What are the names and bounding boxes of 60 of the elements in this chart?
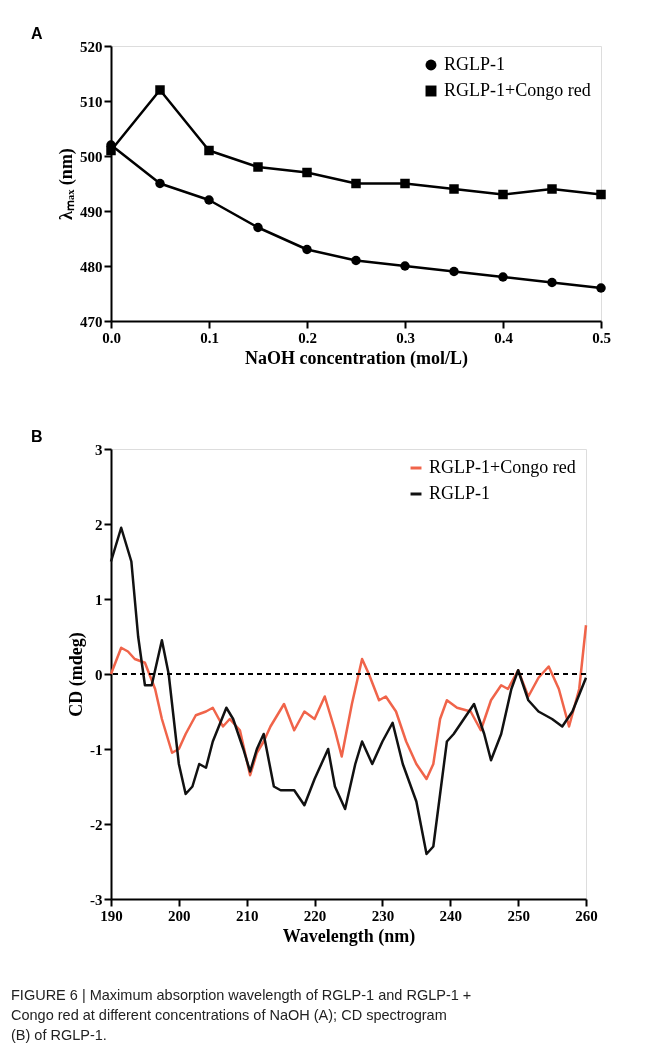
point	[498, 272, 508, 282]
x-tick-label: 0.5	[592, 329, 611, 346]
legend-label: RGLP-1	[429, 483, 491, 503]
point	[302, 244, 312, 255]
legend-label: RGLP-1+Congo red	[429, 457, 576, 477]
x-tick-label: 250	[507, 907, 530, 924]
point	[204, 195, 214, 205]
x-tick-label: 0.2	[298, 329, 317, 346]
y-tick-label: 1	[95, 591, 103, 608]
point	[449, 184, 459, 194]
text: B	[31, 428, 43, 445]
x-tick-label: 0.1	[200, 329, 219, 346]
point	[498, 189, 508, 200]
x-tick-label: 240	[439, 907, 463, 924]
point	[547, 277, 557, 288]
y-tick-label: 0	[95, 666, 103, 683]
x-tick-label: 210	[235, 907, 259, 924]
x-tick-label: 200	[168, 907, 191, 924]
point	[596, 189, 606, 200]
x-axis-title: Wavelength (nm)	[282, 925, 416, 947]
y-tick-label: -3	[90, 891, 103, 908]
x-tick-label: 0.3	[396, 329, 415, 346]
point	[253, 222, 263, 233]
y-tick-label: 2	[95, 516, 103, 533]
point	[302, 167, 312, 178]
y-axis-title: λₘₐₓ (nm)	[56, 148, 77, 220]
x-tick-label: 0.4	[494, 329, 514, 346]
x-tick-label: 190	[100, 907, 123, 924]
y-axis-title: CD (mdeg)	[66, 632, 87, 717]
y-tick-label: 490	[80, 203, 103, 220]
point	[106, 145, 116, 156]
point	[596, 283, 606, 293]
point	[253, 162, 263, 172]
caption: FIGURE 6 | Maximum absorption wavelength of RGLP-1 and RGLP-1 + Congo red at different concentrations of NaOH (A); CD spectrogram (B) of RGLP-1.	[11, 987, 472, 1043]
point	[400, 261, 410, 271]
point	[547, 184, 557, 194]
x-tick-label: 260	[575, 907, 598, 924]
legend-label: RGLP-1+Congo red	[444, 80, 591, 100]
point	[351, 255, 361, 266]
point	[155, 85, 165, 95]
y-tick-label: 510	[80, 93, 103, 110]
y-tick-label: -1	[90, 741, 103, 758]
line-series	[109, 526, 588, 856]
point	[155, 178, 165, 189]
y-tick-label: 480	[80, 258, 103, 275]
y-tick-label: 500	[80, 148, 103, 165]
x-tick-label: 230	[371, 907, 395, 924]
x-tick-label: 0.0	[102, 329, 121, 346]
point	[449, 266, 459, 277]
point	[351, 178, 361, 189]
y-tick-label: 520	[80, 38, 103, 55]
y-tick-label: 470	[80, 313, 103, 330]
y-tick-label: -2	[90, 816, 103, 833]
point	[400, 178, 410, 189]
x-axis-title: NaOH concentration (mol/L)	[245, 347, 468, 369]
x-tick-label: 220	[303, 907, 327, 924]
text: A	[31, 25, 43, 42]
legend-label: RGLP-1	[444, 54, 506, 74]
y-tick-label: 3	[95, 441, 103, 458]
point	[204, 145, 214, 156]
